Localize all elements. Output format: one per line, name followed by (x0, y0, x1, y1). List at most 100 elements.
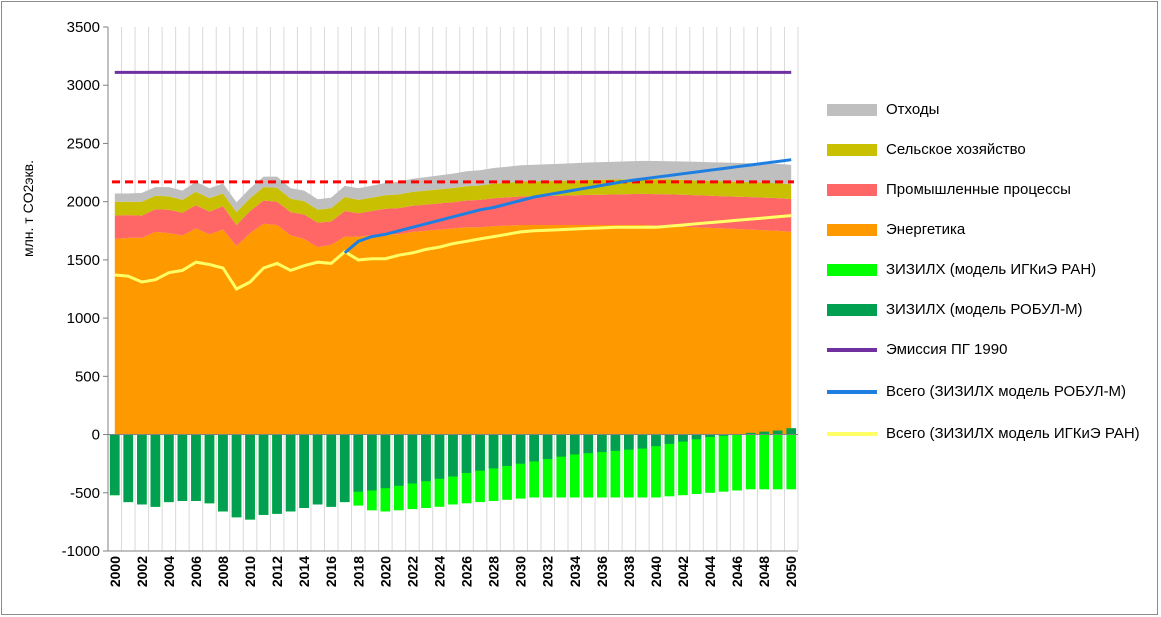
x-tick-label: 2004 (161, 556, 177, 587)
x-tick-label: 2026 (459, 556, 475, 587)
y-tick-label: 1500 (67, 252, 100, 269)
bar-lulucf-robul (488, 434, 499, 469)
legend-swatch (827, 304, 877, 316)
legend-swatch (827, 390, 877, 394)
x-tick-label: 2042 (675, 556, 691, 587)
bar-lulucf-igkie (583, 434, 594, 498)
y-tick-label: 3000 (67, 77, 100, 94)
bar-lulucf-robul (597, 434, 607, 453)
legend-swatch (827, 104, 877, 116)
legend-label: Эмиссия ПГ 1990 (886, 341, 1008, 358)
bar-lulucf-robul (651, 434, 661, 447)
bar-lulucf-igkie (691, 434, 702, 494)
legend-label: Промышленные процессы (886, 181, 1071, 198)
bar-lulucf-igkie (556, 434, 567, 498)
y-tick-label: -1000 (62, 543, 100, 560)
x-tick-label: 2050 (783, 556, 799, 587)
legend-label: ЗИЗИЛХ (модель ИГКиЭ РАН) (886, 261, 1097, 278)
x-tick-label: 2028 (486, 556, 502, 587)
bar-lulucf-robul (448, 434, 458, 477)
bar-lulucf-robul (678, 434, 688, 442)
bar-lulucf-igkie (732, 434, 742, 491)
x-tick-label: 2020 (377, 556, 393, 587)
legend-label: Отходы (886, 101, 940, 118)
bar-lulucf-igkie (651, 434, 661, 498)
bar-lulucf-robul (367, 434, 377, 491)
bar-lulucf-robul (610, 434, 621, 451)
bar-lulucf-robul (258, 434, 269, 515)
bar-lulucf-robul (718, 434, 729, 436)
bar-lulucf-igkie (772, 434, 783, 490)
waste-area (114, 160, 792, 213)
bar-lulucf-robul (772, 430, 783, 435)
x-tick-label: 2012 (269, 556, 285, 587)
bar-lulucf-igkie (624, 434, 634, 498)
bar-lulucf-igkie (610, 434, 621, 498)
bar-lulucf-robul (786, 428, 797, 435)
bar-lulucf-igkie (502, 434, 512, 500)
line-total-robul (343, 158, 792, 255)
agriculture-area (114, 179, 792, 225)
bar-lulucf-igkie (786, 434, 797, 490)
bar-lulucf-robul (218, 434, 228, 512)
x-tick-label: 2008 (215, 556, 231, 587)
bar-lulucf-robul (164, 434, 174, 503)
bar-lulucf-robul (191, 434, 201, 501)
bar-lulucf-robul (204, 434, 215, 504)
x-tick-label: 2000 (107, 556, 123, 587)
y-tick-label: 500 (75, 368, 100, 385)
bar-lulucf-igkie (705, 434, 715, 493)
bar-lulucf-robul (637, 434, 648, 449)
bar-lulucf-robul (299, 434, 309, 508)
legend-label: Всего (ЗИЗИЛХ модель ИГКиЭ РАН) (886, 425, 1140, 442)
x-tick-label: 2014 (296, 556, 312, 587)
legend-swatch (827, 224, 877, 236)
x-tick-label: 2036 (594, 556, 610, 587)
x-tick-label: 2002 (134, 556, 150, 587)
bar-lulucf-robul (272, 434, 282, 514)
bar-lulucf-robul (691, 434, 702, 440)
bar-lulucf-robul (759, 431, 769, 435)
x-tick-label: 2046 (729, 556, 745, 587)
industrial-area (114, 193, 792, 248)
bar-lulucf-igkie (542, 434, 553, 498)
bar-lulucf-igkie (718, 434, 729, 492)
bar-lulucf-robul (556, 434, 567, 457)
bar-lulucf-robul (380, 434, 391, 489)
x-tick-label: 2034 (567, 556, 583, 587)
y-tick-label: 3500 (67, 19, 100, 36)
bar-lulucf-robul (123, 434, 134, 503)
bar-lulucf-robul (745, 432, 756, 435)
bar-lulucf-robul (434, 434, 445, 479)
bar-lulucf-robul (245, 434, 255, 520)
bar-lulucf-robul (339, 434, 350, 503)
legend-swatch (827, 348, 877, 352)
bar-lulucf-igkie (597, 434, 607, 498)
bar-lulucf-robul (475, 434, 485, 471)
legend-label: Сельское хозяйство (886, 141, 1026, 158)
x-tick-label: 2040 (648, 556, 664, 587)
legend-label: Всего (ЗИЗИЛХ модель РОБУЛ-М) (886, 383, 1127, 400)
bar-lulucf-igkie (515, 434, 526, 499)
bar-lulucf-robul (502, 434, 512, 466)
bar-lulucf-robul (515, 434, 526, 464)
bar-lulucf-robul (624, 434, 634, 450)
bar-lulucf-robul (150, 434, 161, 507)
bar-lulucf-robul (326, 434, 337, 507)
bar-lulucf-robul (285, 434, 296, 512)
legend-swatch (827, 432, 877, 436)
bar-lulucf-robul (461, 434, 472, 473)
bar-lulucf-robul (353, 434, 364, 492)
bar-lulucf-igkie (759, 434, 769, 490)
x-tick-label: 2010 (242, 556, 258, 587)
x-tick-label: 2032 (540, 556, 556, 587)
x-tick-label: 2018 (350, 556, 366, 587)
bar-lulucf-robul (109, 434, 120, 496)
bar-lulucf-robul (137, 434, 147, 505)
y-tick-label: 1000 (67, 310, 100, 327)
energy-area (114, 223, 792, 435)
legend-swatch (827, 144, 877, 156)
bar-lulucf-robul (394, 434, 404, 486)
x-tick-label: 2016 (323, 556, 339, 587)
